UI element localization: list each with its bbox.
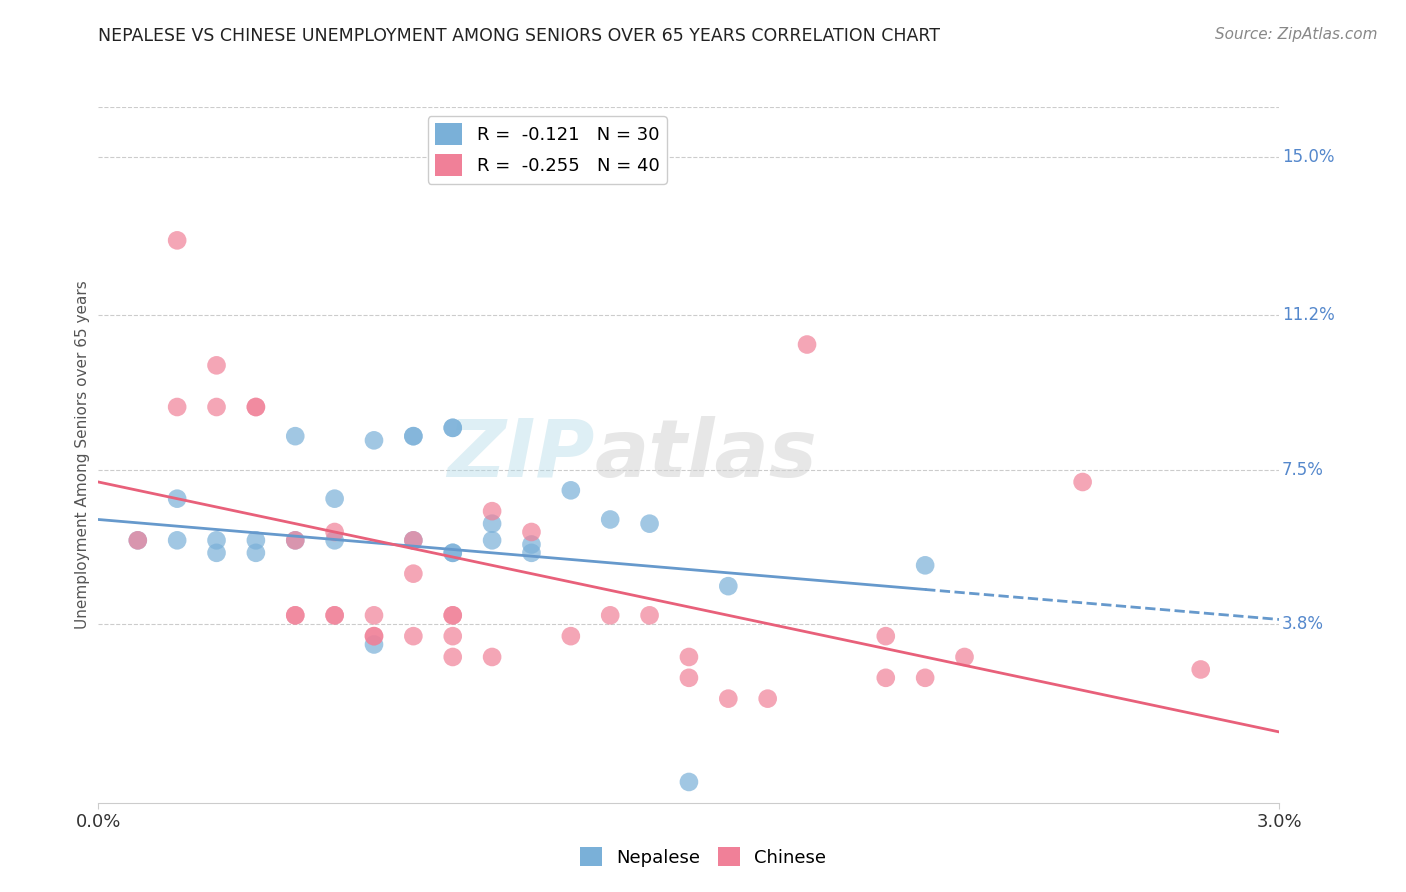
Point: [441, 546, 464, 560]
Point: [875, 629, 897, 643]
Point: [441, 629, 464, 643]
Point: [245, 533, 267, 548]
Point: [678, 775, 700, 789]
Text: 7.5%: 7.5%: [1282, 460, 1323, 478]
Point: [520, 546, 543, 560]
Text: NEPALESE VS CHINESE UNEMPLOYMENT AMONG SENIORS OVER 65 YEARS CORRELATION CHART: NEPALESE VS CHINESE UNEMPLOYMENT AMONG S…: [98, 27, 941, 45]
Point: [245, 400, 267, 414]
Point: [284, 533, 307, 548]
Point: [796, 337, 818, 351]
Point: [520, 537, 543, 551]
Point: [441, 608, 464, 623]
Point: [875, 671, 897, 685]
Point: [363, 629, 385, 643]
Point: [205, 359, 228, 373]
Point: [953, 650, 976, 665]
Point: [363, 638, 385, 652]
Point: [1189, 663, 1212, 677]
Point: [481, 533, 503, 548]
Point: [402, 533, 425, 548]
Text: ZIP: ZIP: [447, 416, 595, 494]
Point: [323, 524, 346, 539]
Point: [363, 434, 385, 448]
Legend: R =  -0.121   N = 30, R =  -0.255   N = 40: R = -0.121 N = 30, R = -0.255 N = 40: [427, 116, 666, 184]
Point: [323, 491, 346, 506]
Text: Source: ZipAtlas.com: Source: ZipAtlas.com: [1215, 27, 1378, 42]
Point: [284, 429, 307, 443]
Point: [756, 691, 779, 706]
Point: [599, 512, 621, 526]
Point: [914, 558, 936, 573]
Legend: Nepalese, Chinese: Nepalese, Chinese: [572, 840, 834, 874]
Point: [166, 233, 188, 247]
Point: [638, 516, 661, 531]
Text: 11.2%: 11.2%: [1282, 306, 1334, 325]
Point: [284, 608, 307, 623]
Point: [323, 608, 346, 623]
Point: [245, 546, 267, 560]
Point: [441, 546, 464, 560]
Point: [717, 691, 740, 706]
Point: [717, 579, 740, 593]
Point: [127, 533, 149, 548]
Point: [599, 608, 621, 623]
Point: [638, 608, 661, 623]
Text: atlas: atlas: [595, 416, 817, 494]
Point: [560, 629, 582, 643]
Text: 15.0%: 15.0%: [1282, 148, 1334, 166]
Point: [205, 533, 228, 548]
Point: [205, 546, 228, 560]
Point: [678, 650, 700, 665]
Point: [481, 504, 503, 518]
Point: [245, 400, 267, 414]
Point: [284, 608, 307, 623]
Point: [402, 629, 425, 643]
Text: 3.8%: 3.8%: [1282, 615, 1324, 632]
Point: [1071, 475, 1094, 489]
Point: [205, 400, 228, 414]
Point: [678, 671, 700, 685]
Point: [481, 650, 503, 665]
Point: [520, 524, 543, 539]
Point: [914, 671, 936, 685]
Point: [323, 533, 346, 548]
Point: [560, 483, 582, 498]
Point: [441, 421, 464, 435]
Point: [284, 533, 307, 548]
Point: [166, 400, 188, 414]
Point: [127, 533, 149, 548]
Point: [441, 421, 464, 435]
Point: [402, 533, 425, 548]
Point: [323, 608, 346, 623]
Point: [402, 429, 425, 443]
Point: [481, 516, 503, 531]
Point: [441, 650, 464, 665]
Point: [402, 566, 425, 581]
Point: [363, 608, 385, 623]
Point: [402, 429, 425, 443]
Point: [166, 491, 188, 506]
Point: [441, 608, 464, 623]
Point: [166, 533, 188, 548]
Point: [363, 629, 385, 643]
Y-axis label: Unemployment Among Seniors over 65 years: Unemployment Among Seniors over 65 years: [75, 281, 90, 629]
